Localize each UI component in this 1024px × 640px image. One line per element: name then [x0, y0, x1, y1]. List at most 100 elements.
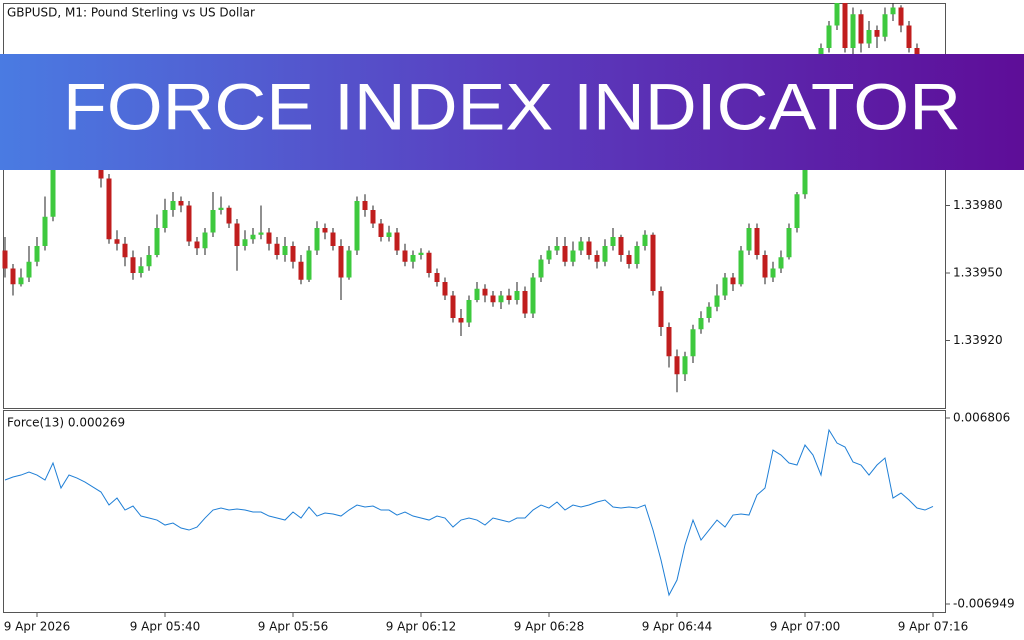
candle-body — [322, 228, 328, 233]
x-tick-label: 9 Apr 06:28 — [514, 620, 585, 634]
candle-body — [418, 252, 424, 255]
candle-body — [490, 295, 496, 303]
candle-body — [890, 7, 896, 15]
x-tick-label: 9 Apr 2026 — [4, 620, 71, 634]
candle-body — [722, 277, 728, 296]
candle-body — [410, 255, 416, 262]
candle-body — [234, 223, 240, 246]
candle-body — [50, 160, 56, 217]
candle-body — [898, 7, 904, 26]
candle-body — [826, 25, 832, 48]
candle-body — [370, 210, 376, 224]
candle-body — [690, 329, 696, 357]
candle-body — [738, 250, 744, 285]
candle-body — [306, 250, 312, 280]
candle-body — [10, 268, 16, 285]
candle-body — [770, 268, 776, 278]
candle-body — [482, 288, 488, 296]
candle-body — [362, 201, 368, 210]
candle-body — [346, 250, 352, 278]
candle-body — [634, 246, 640, 264]
candle-body — [522, 291, 528, 314]
chart-title: GBPUSD, M1: Pound Sterling vs US Dollar — [7, 6, 255, 20]
candle-body — [874, 30, 880, 37]
candle-body — [122, 243, 128, 258]
candle-body — [698, 318, 704, 330]
candle-body — [34, 246, 40, 262]
x-tick-label: 9 Apr 07:16 — [898, 620, 969, 634]
candle-body — [866, 30, 872, 44]
candle-body — [754, 228, 760, 255]
candle-body — [402, 250, 408, 262]
candle-body — [850, 14, 856, 48]
candle-body — [474, 288, 480, 300]
candle-body — [682, 356, 688, 375]
candle-body — [218, 207, 224, 210]
candle-body — [842, 3, 848, 48]
x-tick-label: 9 Apr 06:12 — [386, 620, 457, 634]
candle-body — [138, 266, 144, 273]
candle-body — [778, 257, 784, 269]
candle-body — [530, 277, 536, 314]
candle-body — [386, 232, 392, 237]
candle-body — [202, 232, 208, 249]
candle-body — [786, 228, 792, 258]
candle-body — [282, 246, 288, 255]
banner-title: FORCE INDEX INDICATOR — [63, 69, 961, 143]
candle-body — [130, 257, 136, 273]
candle-body — [210, 210, 216, 233]
candle-body — [610, 237, 616, 246]
candle-body — [570, 250, 576, 262]
candle-body — [178, 201, 184, 206]
candle-body — [274, 243, 280, 255]
candle-body — [706, 306, 712, 318]
candle-body — [354, 201, 360, 251]
candle-body — [330, 232, 336, 246]
candle-body — [562, 246, 568, 262]
candle-body — [546, 250, 552, 260]
candle-body — [394, 232, 400, 251]
candle-body — [186, 205, 192, 242]
indicator-title: Force(13) 0.000269 — [7, 416, 125, 430]
x-tick-label: 9 Apr 05:40 — [130, 620, 201, 634]
candle-body — [578, 241, 584, 251]
candle-body — [114, 239, 120, 244]
candle-body — [498, 295, 504, 303]
candle-body — [458, 318, 464, 323]
candle-body — [586, 241, 592, 255]
candle-body — [794, 194, 800, 228]
candle-body — [250, 234, 256, 240]
candle-body — [290, 246, 296, 262]
candle-body — [42, 216, 48, 246]
candle-body — [434, 273, 440, 282]
candle-body — [426, 252, 432, 273]
force-line — [4, 428, 934, 597]
candle-body — [226, 207, 232, 224]
candle-body — [714, 295, 720, 307]
x-tick-label: 9 Apr 05:56 — [258, 620, 329, 634]
candle-body — [146, 255, 152, 267]
candle-body — [658, 291, 664, 327]
candle-body — [618, 237, 624, 255]
candle-body — [650, 234, 656, 291]
candle-body — [858, 14, 864, 44]
candle-body — [594, 255, 600, 262]
candle-body — [642, 234, 648, 246]
candle-body — [626, 255, 632, 264]
candle-body — [194, 241, 200, 249]
candle-body — [506, 295, 512, 300]
candle-body — [674, 356, 680, 375]
price-panel — [3, 3, 946, 409]
candle-body — [338, 246, 344, 278]
candle-body — [906, 25, 912, 48]
candle-body — [106, 178, 112, 240]
candle-body — [746, 228, 752, 251]
candle-body — [258, 232, 264, 235]
x-tick-label: 9 Apr 07:00 — [770, 620, 841, 634]
candle-body — [154, 228, 160, 255]
candle-body — [882, 14, 888, 37]
candle-body — [298, 261, 304, 280]
candle-body — [730, 277, 736, 285]
candle-body — [26, 261, 32, 278]
